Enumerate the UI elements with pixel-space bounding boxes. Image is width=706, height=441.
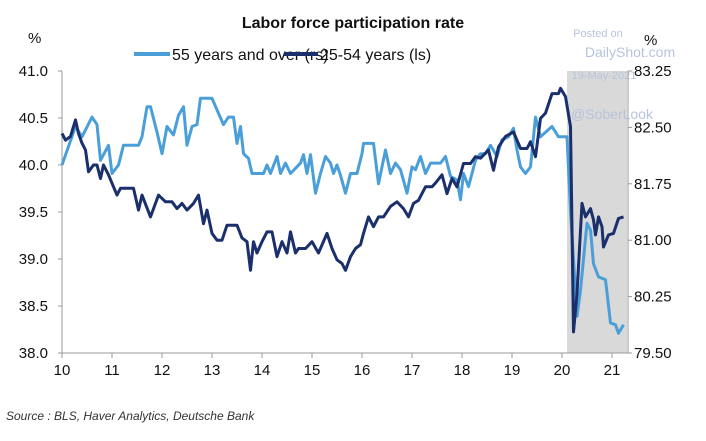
left-axis-tick-label: 41.0 [19,63,48,80]
left-axis-tick-label: 38.0 [19,345,48,362]
watermark-handle: @SoberLook [571,106,654,122]
left-axis-tick-label: 39.0 [19,251,48,268]
left-axis-tick-label: 40.5 [19,110,48,127]
left-axis-tick-label: 39.5 [19,204,48,221]
series-line-55-and-over [60,96,625,335]
source-note: Source : BLS, Haver Analytics, Deutsche … [6,409,255,423]
watermark-date: 19-May-2021 [572,70,637,82]
x-axis-tick-label: 18 [454,362,471,379]
x-axis-tick-label: 19 [504,362,521,379]
x-axis-tick-label: 16 [354,362,371,379]
x-axis-tick-label: 17 [404,362,421,379]
legend-label-25-54: 25-54 years (ls) [320,47,431,64]
x-axis-tick-label: 15 [304,362,321,379]
legend-label-55-over: 55 years and over (rs) [172,47,329,64]
x-axis-tick-label: 11 [104,362,120,379]
watermark-posted-on: Posted on [573,28,623,40]
right-axis-tick-label: 81.75 [634,176,672,193]
legend: 55 years and over (rs) 25-54 years (ls) [134,47,431,64]
right-axis-tick-label: 79.50 [634,345,672,362]
chart-title: Labor force participation rate [242,15,464,32]
x-axis-tick-label: 14 [254,362,271,379]
x-axis-tick-label: 12 [154,362,171,379]
right-axis-tick-label: 82.50 [634,119,672,136]
x-axis-tick-label: 10 [54,362,71,379]
right-unit-label: % [644,32,657,49]
left-unit-label: % [28,30,41,47]
watermark-site: DailyShot.com [585,44,675,60]
x-axis-tick-label: 20 [554,362,571,379]
left-axis-tick-label: 38.5 [19,298,48,315]
series-line-25-54 [60,86,624,334]
watermark: Posted on DailyShot.com 19-May-2021 @Sob… [571,28,675,122]
right-axis-tick-label: 80.25 [634,289,672,306]
x-axis-tick-label: 21 [604,362,621,379]
right-axis-tick-label: 81.00 [634,232,672,249]
right-axis-tick-label: 83.25 [634,63,672,80]
x-axis-tick-label: 13 [204,362,221,379]
left-axis-tick-label: 40.0 [19,157,48,174]
